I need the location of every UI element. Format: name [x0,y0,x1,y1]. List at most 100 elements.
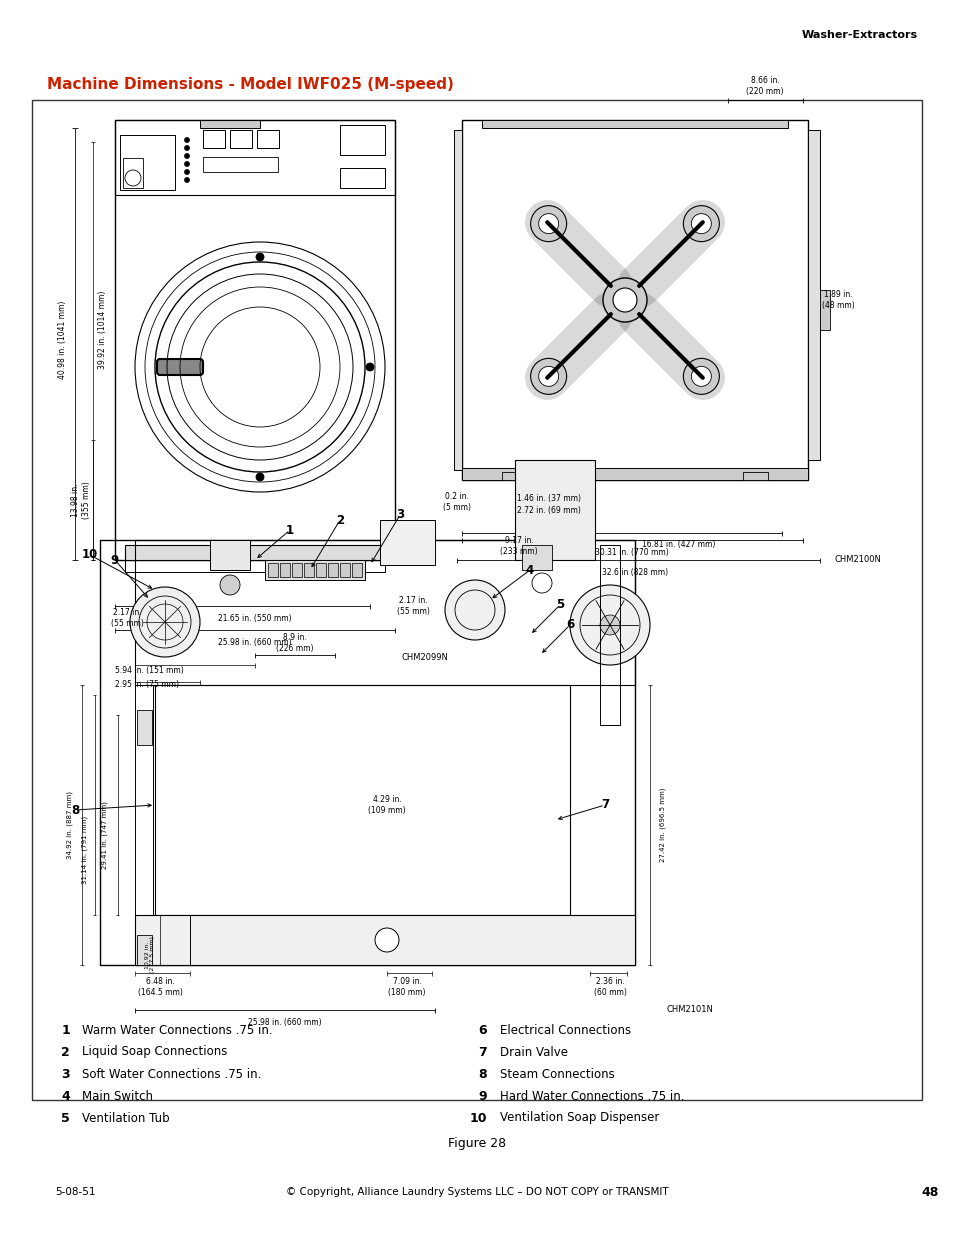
Circle shape [130,587,200,657]
Bar [135,915,190,965]
Text: 9: 9 [477,1089,486,1103]
Circle shape [602,278,646,322]
Bar [352,563,361,577]
Text: 27.42 in. (696.5 mm): 27.42 in. (696.5 mm) [659,788,665,862]
Bar [339,125,385,156]
Text: 30.31 in. (770 mm): 30.31 in. (770 mm) [595,547,668,557]
Circle shape [538,214,558,233]
Bar [115,120,395,559]
Text: 2.17 in.
(55 mm): 2.17 in. (55 mm) [396,597,429,616]
Text: CHM2101N: CHM2101N [666,1005,713,1014]
Text: 8.66 in.
(220 mm): 8.66 in. (220 mm) [745,77,783,95]
Bar [135,915,635,965]
Text: 7.09 in.
(180 mm): 7.09 in. (180 mm) [388,977,425,997]
Bar [515,459,595,559]
Text: 31.14 in. (791 mm): 31.14 in. (791 mm) [82,816,89,884]
Text: 1: 1 [61,1024,70,1036]
Text: © Copyright, Alliance Laundry Systems LLC – DO NOT COPY or TRANSMIT: © Copyright, Alliance Laundry Systems LL… [285,1187,668,1197]
Text: 29.41 in. (747 mm): 29.41 in. (747 mm) [102,802,108,869]
Text: 1.46 in. (37 mm): 1.46 in. (37 mm) [517,494,580,503]
Text: Ventilation Tub: Ventilation Tub [82,1112,170,1125]
Bar [461,120,807,480]
Circle shape [538,367,558,387]
Bar [200,120,260,128]
Text: Soft Water Connections .75 in.: Soft Water Connections .75 in. [82,1067,261,1081]
FancyBboxPatch shape [157,359,203,375]
Bar [379,520,435,564]
Bar [339,563,350,577]
Bar [135,540,635,685]
Text: 10: 10 [82,548,98,562]
Text: 4: 4 [61,1089,70,1103]
Text: 21.65 in. (550 mm): 21.65 in. (550 mm) [218,614,292,622]
Text: 13.98 in.
(355 mm): 13.98 in. (355 mm) [71,482,91,519]
Bar [32,100,921,1100]
Text: 2: 2 [335,514,344,526]
Text: CHM2099N: CHM2099N [401,653,448,662]
Bar [599,545,619,725]
Bar [481,120,787,128]
Text: 48: 48 [921,1186,938,1198]
Text: Ventilation Soap Dispenser: Ventilation Soap Dispenser [499,1112,659,1125]
Circle shape [184,162,190,167]
Text: Steam Connections: Steam Connections [499,1067,614,1081]
Text: 1: 1 [286,524,294,536]
Text: Washer-Extractors: Washer-Extractors [801,30,917,40]
Bar [304,563,314,577]
Circle shape [366,363,374,370]
Bar [256,130,278,148]
Bar [125,559,385,572]
Bar [203,130,225,148]
Circle shape [682,358,719,394]
Text: 32.6 in (828 mm): 32.6 in (828 mm) [601,568,667,578]
Text: 7: 7 [477,1046,486,1058]
Text: 2.95 in. (75 mm): 2.95 in. (75 mm) [115,680,179,689]
Bar [742,472,767,480]
Bar [268,563,277,577]
Bar [120,135,174,190]
Text: 0.2 in.
(5 mm): 0.2 in. (5 mm) [442,493,471,511]
Text: 40.98 in. (1041 mm): 40.98 in. (1041 mm) [58,301,68,379]
Circle shape [184,178,190,183]
Text: Figure 28: Figure 28 [448,1136,505,1150]
Bar [820,290,829,330]
Circle shape [599,615,619,635]
Text: 3: 3 [61,1067,70,1081]
Text: 8.9 in.
(226 mm): 8.9 in. (226 mm) [276,634,314,653]
Text: 2.36 in.
(60 mm): 2.36 in. (60 mm) [593,977,626,997]
Circle shape [444,580,504,640]
Text: Main Switch: Main Switch [82,1089,152,1103]
Bar [125,545,385,559]
Text: 39.92 in. (1014 mm): 39.92 in. (1014 mm) [98,290,108,369]
Text: 34.92 in. (887 mm): 34.92 in. (887 mm) [67,790,73,860]
Bar [210,540,250,571]
Text: 9: 9 [111,553,119,567]
Text: 5: 5 [61,1112,70,1125]
Bar [265,559,365,580]
Bar [328,563,337,577]
Text: 4.29 in.
(109 mm): 4.29 in. (109 mm) [368,795,405,815]
Text: Electrical Connections: Electrical Connections [499,1024,631,1036]
Text: CHM2100N: CHM2100N [834,556,881,564]
Text: 16.81 in. (427 mm): 16.81 in. (427 mm) [641,540,715,548]
Text: 2: 2 [61,1046,70,1058]
Text: 10.92 in.
(277.5 mm): 10.92 in. (277.5 mm) [145,936,155,973]
Bar [135,685,152,915]
Circle shape [613,288,637,312]
Text: 10: 10 [469,1112,486,1125]
Text: Machine Dimensions - Model IWF025 (M-speed): Machine Dimensions - Model IWF025 (M-spe… [47,78,454,93]
Bar [123,158,143,188]
Text: 7: 7 [600,799,608,811]
Text: 6.48 in.
(164.5 mm): 6.48 in. (164.5 mm) [137,977,182,997]
Text: 6: 6 [477,1024,486,1036]
Bar [100,540,635,965]
Circle shape [569,585,649,664]
Circle shape [375,927,398,952]
Text: 2.72 in. (69 mm): 2.72 in. (69 mm) [517,505,580,515]
Text: 5-08-51: 5-08-51 [55,1187,95,1197]
Text: 25.98 in. (660 mm): 25.98 in. (660 mm) [248,1019,321,1028]
FancyBboxPatch shape [361,920,412,960]
Text: 5.94 in. (151 mm): 5.94 in. (151 mm) [115,666,184,674]
Bar [454,130,461,471]
Bar [292,563,302,577]
